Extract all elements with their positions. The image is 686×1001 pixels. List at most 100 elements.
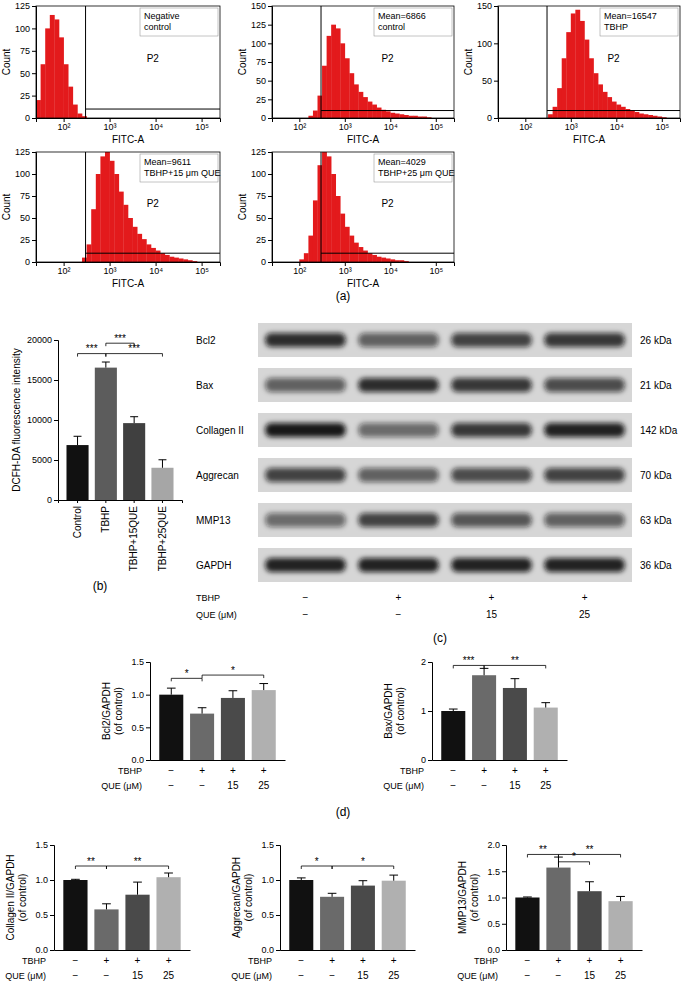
tick: 1.0 — [261, 875, 280, 885]
tick-mark — [32, 28, 36, 29]
axis: 0255075100125150 — [251, 1, 273, 123]
blot-label: Bcl2 — [196, 335, 216, 346]
tick-mark — [50, 915, 54, 916]
histogram-bar — [82, 258, 87, 262]
tick: 0 — [25, 113, 36, 123]
axis: 0255075100125 — [251, 147, 273, 267]
condition-value: 25 — [579, 609, 591, 620]
tick-label: 1.5 — [261, 840, 274, 850]
histogram-bar — [340, 43, 345, 118]
axis: 0.00.51.01.5 — [35, 840, 54, 955]
axis — [151, 760, 286, 762]
condition-value: − — [450, 780, 456, 791]
tick: Control — [72, 500, 83, 538]
significance-label: ** — [134, 856, 142, 867]
tick: 0 — [261, 113, 272, 123]
bar-panel: 0.00.51.01.5Collagen II/GAPDH(of control… — [5, 840, 191, 981]
significance-label: ** — [539, 844, 547, 855]
tick-label: 0.0 — [131, 755, 144, 765]
tick-label: 20000 — [27, 335, 52, 345]
x-axis-title: FITC-A — [347, 278, 380, 289]
bar — [125, 895, 149, 950]
plot-area — [308, 6, 454, 118]
blot-size: 26 kDa — [640, 335, 672, 346]
tick-label: 10⁴ — [384, 122, 398, 132]
axis-line — [32, 7, 37, 119]
condition-value: + — [360, 955, 366, 966]
histogram-bar — [174, 258, 179, 262]
bar — [608, 901, 632, 950]
histogram-bar — [73, 105, 78, 118]
tick-mark — [276, 950, 280, 951]
tick-label: 50 — [20, 69, 30, 79]
error-bar — [102, 904, 111, 910]
tick-mark — [50, 950, 54, 951]
x-axis-title: FITC-A — [347, 134, 380, 145]
plot-area — [441, 668, 558, 760]
histogram-bar — [377, 257, 382, 262]
condition-label: QUE (μM) — [383, 781, 424, 791]
tick-mark — [276, 880, 280, 881]
bar-panel: 0.00.51.01.5Aggrecan/GAPDH(of control)**… — [231, 840, 416, 981]
bar — [289, 880, 313, 950]
condition-value: 15 — [584, 970, 596, 981]
tick: 100 — [251, 39, 272, 49]
tick-mark — [54, 460, 58, 461]
tick-mark — [32, 262, 36, 263]
y-axis-title: DCFH-DA fluorescence intensity — [11, 348, 22, 491]
tick: 50 — [482, 76, 498, 86]
tick-mark — [494, 118, 498, 119]
tick: 50 — [20, 69, 36, 79]
tick-mark — [276, 915, 280, 916]
error-bar — [133, 882, 142, 895]
tick-label: Control — [72, 506, 83, 538]
bar-panel: 0.00.51.01.5Bcl2/GAPDH(of control)**TBHP… — [101, 657, 286, 791]
histogram-bar — [160, 253, 165, 262]
condition-value: + — [582, 592, 588, 603]
histogram-bar — [50, 15, 55, 118]
tick-mark — [54, 500, 58, 501]
tick-mark — [494, 81, 498, 82]
gate-label: P2 — [147, 198, 160, 209]
tick-label: 10³ — [339, 122, 352, 132]
tick-mark — [146, 727, 150, 728]
tick: 2 — [421, 657, 432, 667]
axis-line — [507, 950, 643, 951]
tick: 10² — [293, 262, 306, 276]
histogram-bar — [331, 25, 336, 118]
condition-value: + — [166, 955, 172, 966]
axis: 050100150 — [477, 1, 499, 123]
tick: 1.5 — [131, 657, 150, 667]
figure: P2025507510012510²10³10⁴10⁵FITC-ACountNe… — [0, 0, 686, 1001]
bar — [441, 711, 465, 760]
condition-value: − — [168, 765, 174, 776]
gate-bar — [86, 253, 220, 254]
y-axis-title: Count — [1, 48, 12, 75]
tick-label: 125 — [251, 20, 266, 30]
blot-band — [451, 423, 531, 437]
axis-line — [50, 846, 55, 951]
error-bar — [585, 882, 594, 891]
histogram-bar — [635, 112, 640, 118]
tick-label: TBHP+15QUE — [128, 506, 139, 572]
histogram-bar — [580, 21, 585, 118]
y-axis-title: (of control) — [113, 687, 124, 735]
condition-value: − — [525, 970, 531, 981]
condition-value: + — [512, 765, 518, 776]
blot-band — [358, 558, 438, 572]
histogram-bar — [589, 58, 594, 118]
bar-panel: 012Bax/GAPDH(of control)*****TBHP−+++QUE… — [383, 655, 568, 791]
bar — [546, 868, 570, 950]
histogram-bar — [381, 258, 386, 262]
tick: 10000 — [27, 415, 58, 425]
histogram-bar — [612, 102, 617, 118]
annotation: Mean=6866 — [378, 11, 426, 21]
error-bar — [164, 873, 173, 877]
tick: 0.0 — [487, 945, 506, 955]
tick-label: 5000 — [32, 455, 52, 465]
tick: 50 — [20, 213, 36, 223]
annotation: Mean=4029 — [378, 157, 426, 167]
tick-label: 125 — [251, 147, 266, 157]
tick-mark — [54, 420, 58, 421]
tick-label: 50 — [482, 76, 492, 86]
